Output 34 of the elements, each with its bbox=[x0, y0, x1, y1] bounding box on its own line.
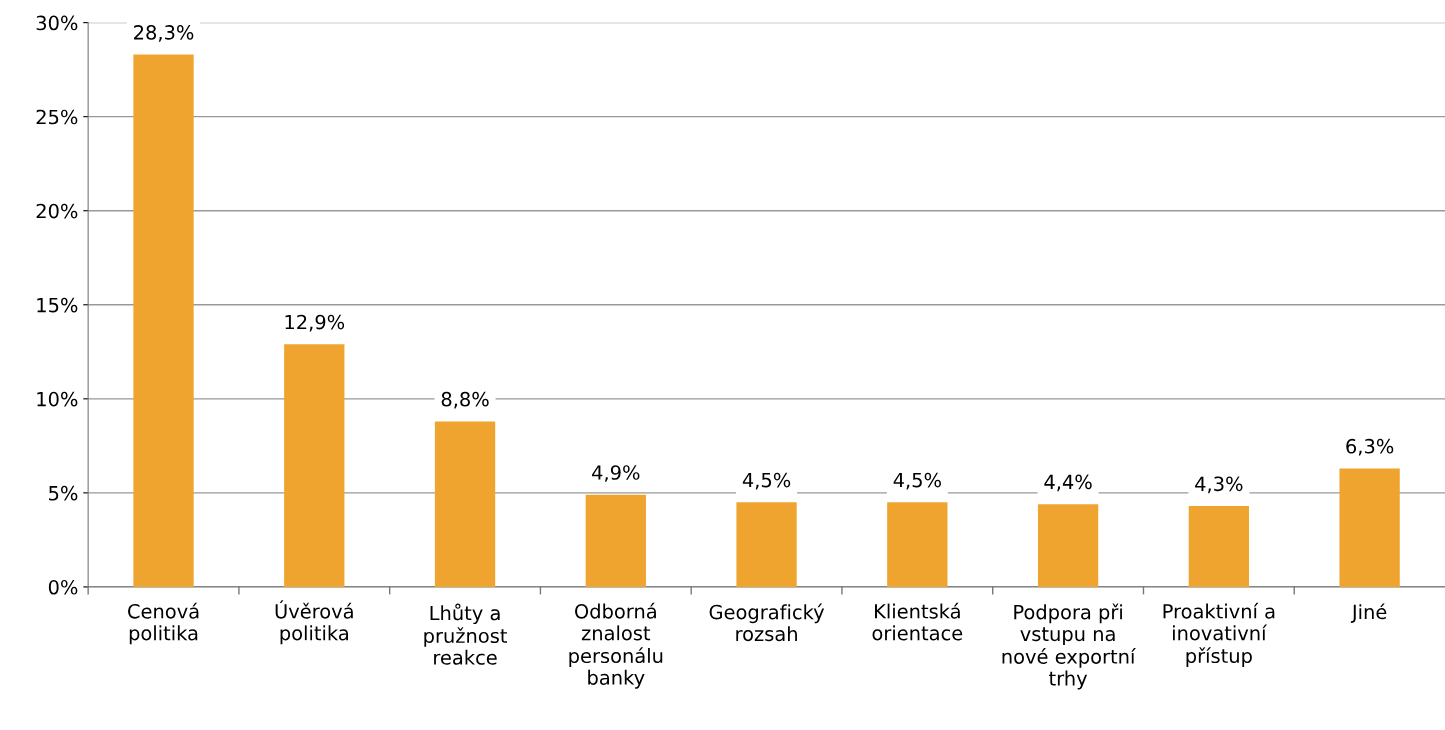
y-tick-label: 5% bbox=[49, 485, 78, 501]
data-label: 28,3% bbox=[134, 25, 194, 42]
x-tick-label: Jiné bbox=[1350, 603, 1387, 623]
bar bbox=[284, 344, 345, 587]
x-tick-label: Geografický rozsah bbox=[709, 603, 825, 642]
y-tick-label: 10% bbox=[37, 391, 78, 407]
x-tick-label: Odborná znalost personálu banky bbox=[569, 602, 663, 689]
data-label: 12,9% bbox=[285, 314, 345, 332]
y-tick-label: 25% bbox=[36, 109, 78, 125]
x-tick-label: Lhůty a pružnost reakce bbox=[424, 603, 508, 665]
y-tick-label: 30% bbox=[36, 15, 78, 31]
data-label: 8,8% bbox=[441, 391, 489, 409]
y-tick-label: 15% bbox=[37, 297, 78, 313]
bar bbox=[736, 502, 797, 587]
data-label: 4,3% bbox=[1195, 476, 1243, 494]
x-tick-label: Cenová politika bbox=[128, 602, 199, 645]
bar bbox=[434, 421, 496, 587]
bar bbox=[1339, 468, 1400, 587]
bar bbox=[1037, 504, 1099, 587]
data-label: 4,5% bbox=[742, 472, 791, 490]
bar bbox=[585, 494, 646, 587]
data-label: 4,4% bbox=[1044, 474, 1092, 492]
data-label: 6,3% bbox=[1346, 438, 1394, 456]
bar bbox=[1188, 506, 1250, 587]
bar bbox=[133, 54, 194, 587]
x-tick-label: Podpora při vstupu na nové exportní trhy bbox=[1002, 603, 1136, 690]
x-tick-label: Klientská orientace bbox=[872, 602, 963, 641]
bar bbox=[887, 502, 948, 587]
x-tick-label: Úvěrová politika bbox=[275, 600, 353, 645]
y-tick-label: 20% bbox=[36, 203, 78, 219]
data-label: 4,5% bbox=[893, 472, 941, 490]
data-label: 4,9% bbox=[592, 465, 640, 482]
y-tick-label: 0% bbox=[48, 579, 78, 595]
x-tick-label: Proaktivní a inovativní přístup bbox=[1163, 602, 1275, 667]
